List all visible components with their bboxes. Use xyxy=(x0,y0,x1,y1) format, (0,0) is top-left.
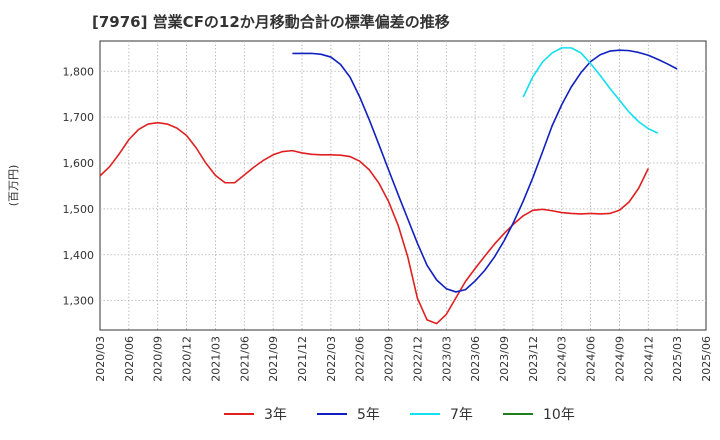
x-tick-label: 2023/06 xyxy=(469,336,482,382)
x-tick-label: 2020/06 xyxy=(123,336,136,382)
y-tick-label: 1,800 xyxy=(63,65,95,78)
x-tick-label: 2024/09 xyxy=(613,336,626,382)
x-tick-label: 2023/09 xyxy=(498,336,511,382)
x-tick-label: 2022/12 xyxy=(411,336,424,382)
x-tick-label: 2025/03 xyxy=(671,336,684,382)
y-tick-label: 1,600 xyxy=(63,157,95,170)
x-tick-label: 2025/06 xyxy=(700,336,713,382)
legend-label-4: 10年 xyxy=(543,407,575,423)
chart-title: [7976] 営業CFの12か月移動合計の標準偏差の推移 xyxy=(92,13,450,31)
x-tick-label: 2022/03 xyxy=(325,336,338,382)
y-tick-label: 1,500 xyxy=(63,203,95,216)
y-axis-label: (百万円) xyxy=(7,165,20,207)
x-tick-label: 2021/03 xyxy=(209,336,222,382)
legend-label-2: 5年 xyxy=(357,407,380,423)
x-tick-label: 2021/09 xyxy=(267,336,280,382)
legend-label-1: 3年 xyxy=(264,407,287,423)
plot-frame xyxy=(99,40,707,331)
x-tick-label: 2023/03 xyxy=(440,336,453,382)
x-tick-label: 2020/09 xyxy=(152,336,165,382)
x-tick-label: 2024/06 xyxy=(585,336,598,382)
x-tick-label: 2024/03 xyxy=(556,336,569,382)
x-tick-label: 2022/09 xyxy=(383,336,396,382)
series-line-3 xyxy=(522,47,659,134)
y-tick-label: 1,700 xyxy=(63,111,95,124)
x-tick-label: 2021/12 xyxy=(296,336,309,382)
y-tick-label: 1,400 xyxy=(63,249,95,262)
series-line-1 xyxy=(99,121,650,325)
x-tick-label: 2022/06 xyxy=(354,336,367,382)
x-tick-label: 2023/12 xyxy=(527,336,540,382)
y-tick-label: 1,300 xyxy=(63,295,95,308)
x-tick-label: 2020/12 xyxy=(181,336,194,382)
legend-label-3: 7年 xyxy=(450,407,473,423)
series-line-2 xyxy=(292,49,678,293)
x-tick-label: 2024/12 xyxy=(642,336,655,382)
x-tick-label: 2021/06 xyxy=(238,336,251,382)
x-tick-label: 2020/03 xyxy=(94,336,107,382)
